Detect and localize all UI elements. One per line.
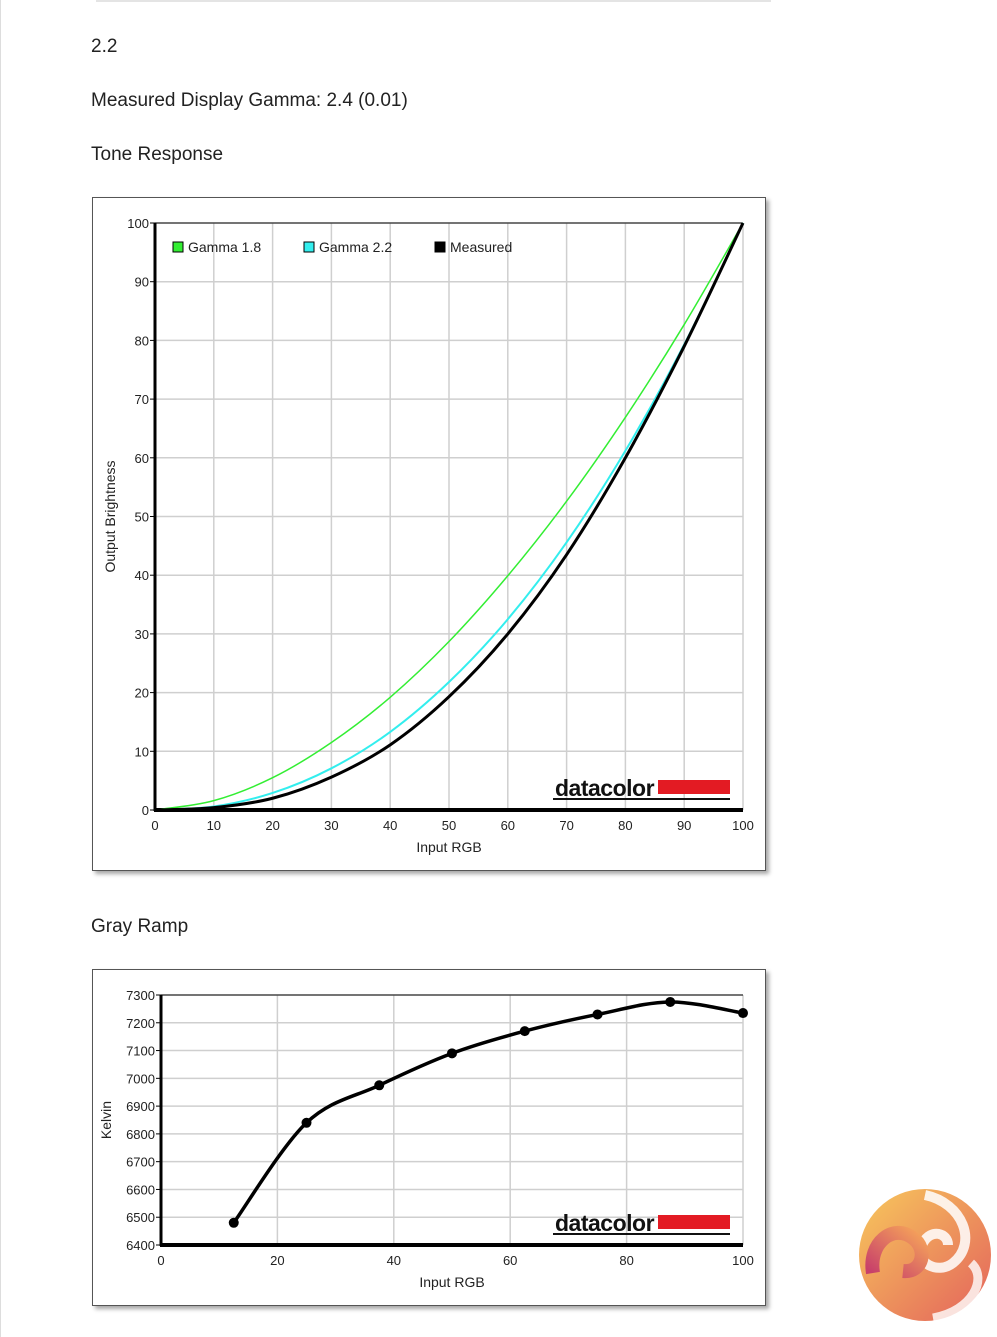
datacolor-red-bar [658,780,730,794]
legend-label: Measured [450,239,512,255]
legend-label: Gamma 1.8 [188,239,261,255]
data-point [665,996,676,1007]
x-axis-label: Input RGB [416,839,481,855]
x-tick-label: 10 [207,818,221,833]
x-tick-label: 20 [270,1253,284,1268]
series-line-gamma-1-8 [154,222,744,811]
x-tick-label: 80 [619,1253,633,1268]
y-tick-label: 7000 [126,1071,155,1086]
y-tick-label: 40 [135,568,149,583]
legend-swatch [303,241,315,253]
legend-swatch [434,241,446,253]
y-tick-label: 6900 [126,1099,155,1114]
y-tick-label: 6500 [126,1210,155,1225]
x-tick-label: 0 [157,1253,164,1268]
x-tick-label: 20 [265,818,279,833]
data-point [738,1008,748,1019]
y-tick-label: 10 [135,744,149,759]
x-tick-label: 70 [559,818,573,833]
x-tick-label: 80 [618,818,632,833]
y-tick-label: 6600 [126,1182,155,1197]
data-point [447,1048,457,1059]
y-tick-label: 30 [135,627,149,642]
y-tick-label: 7200 [126,1016,155,1031]
y-tick-label: 50 [135,510,149,525]
y-tick-label: 20 [135,686,149,701]
y-tick-label: 60 [135,451,149,466]
y-tick-label: 80 [135,333,149,348]
y-tick-label: 90 [135,275,149,290]
y-axis-label: Kelvin [98,1101,114,1139]
gray-ramp-svg: 0 20 40 60 80 100 6400 6500 6600 6700 6800 6900 7000… [98,988,754,1290]
y-tick-label: 70 [135,392,149,407]
site-logo-icon [859,1189,991,1323]
datacolor-watermark: datacolor [555,1210,655,1236]
legend-item: Measured [434,239,512,255]
x-tick-label: 60 [501,818,515,833]
tone-response-chart: 0 10 20 30 40 50 60 70 80 90 100 0 10 20 30 40 50 60 70 80 9… [92,197,766,871]
y-tick-label: 100 [127,216,149,231]
data-point [374,1080,385,1091]
tone-response-svg: 0 10 20 30 40 50 60 70 80 90 100 0 10 20 30 40 50 60 70 80 9… [102,216,754,855]
x-axis-label: Input RGB [419,1274,484,1290]
gamma-target-text: 2.2 [91,36,118,57]
y-tick-label: 6700 [126,1155,155,1170]
data-point [519,1026,530,1037]
data-point [301,1117,312,1128]
series-line-measured [154,222,745,812]
legend-item: Gamma 2.2 [303,239,392,255]
x-tick-label: 60 [503,1253,517,1268]
x-tick-label: 50 [442,818,456,833]
y-tick-label: 6400 [126,1238,155,1253]
datacolor-watermark: datacolor [555,775,655,801]
gray-ramp-heading: Gray Ramp [91,916,189,937]
datacolor-red-bar [658,1215,730,1229]
data-point [228,1217,239,1228]
x-tick-label: 40 [387,1253,401,1268]
tone-response-heading: Tone Response [91,144,224,165]
legend-label: Gamma 2.2 [319,239,392,255]
y-tick-label: 0 [142,803,149,818]
x-tick-label: 100 [732,1253,754,1268]
x-tick-label: 90 [677,818,691,833]
x-tick-label: 40 [383,818,397,833]
legend-item: Gamma 1.8 [172,239,261,255]
y-tick-label: 7100 [126,1044,155,1059]
top-divider [96,0,771,2]
gray-ramp-chart: 0 20 40 60 80 100 6400 6500 6600 6700 6800 6900 7000… [92,969,766,1306]
legend-swatch [172,241,184,253]
y-tick-label: 6800 [126,1127,155,1142]
y-axis-label: Output Brightness [102,460,118,572]
y-tick-label: 7300 [126,988,155,1003]
x-tick-label: 30 [324,818,338,833]
series-line-gamma-2-2 [154,222,744,811]
x-tick-label: 100 [732,818,754,833]
measured-gamma-text: Measured Display Gamma: 2.4 (0.01) [91,90,408,111]
x-tick-label: 0 [151,818,158,833]
data-point [592,1009,603,1020]
